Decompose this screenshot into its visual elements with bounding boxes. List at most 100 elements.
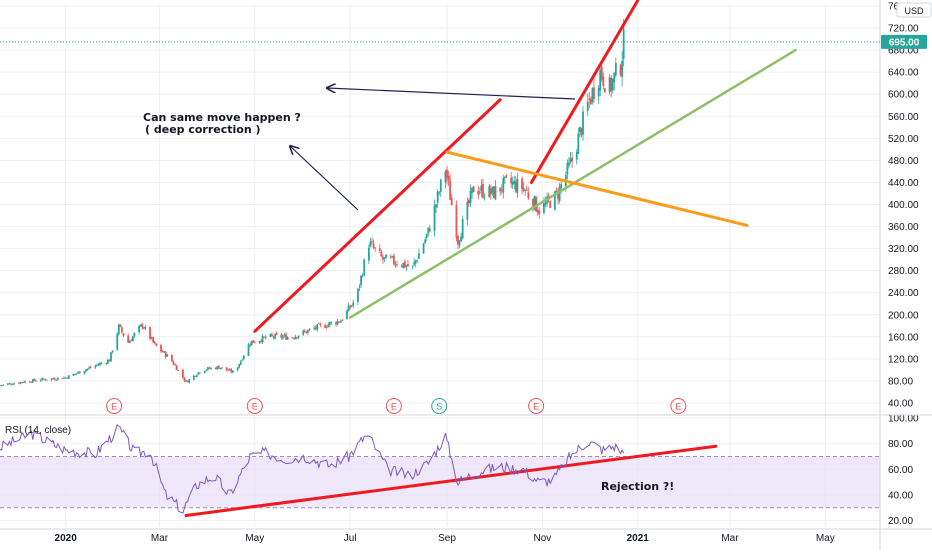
candle (116, 332, 119, 351)
candle (280, 333, 283, 340)
candle (307, 329, 309, 335)
candle (330, 321, 333, 325)
candle (110, 352, 112, 363)
candle (263, 336, 266, 338)
candle (286, 336, 289, 341)
y-tick-label: 360.00 (888, 222, 919, 233)
candle (569, 152, 572, 164)
candle (28, 380, 31, 383)
rsi-y-tick-label: 40.00 (888, 490, 913, 501)
candle (88, 366, 90, 370)
event-marker-label: E (252, 402, 258, 412)
candle (89, 365, 92, 369)
candle (242, 355, 245, 361)
candle (604, 87, 606, 93)
split-event-marker[interactable]: S (431, 398, 448, 414)
candle (55, 379, 58, 381)
y-tick-label: 600.00 (888, 90, 919, 101)
candle (127, 333, 130, 343)
candle (363, 258, 366, 277)
candle (282, 334, 284, 340)
candle (119, 324, 122, 328)
last-price-badge: 695.00 (889, 37, 920, 48)
earnings-event-marker[interactable]: E (528, 398, 545, 414)
candle (197, 372, 200, 376)
candle (247, 342, 250, 357)
candle (468, 198, 470, 207)
candle (516, 172, 519, 198)
trend-orange-line[interactable] (445, 150, 749, 227)
candle (238, 364, 241, 369)
candle (206, 366, 209, 371)
candle (338, 321, 341, 323)
trend-red-rsi-line[interactable] (184, 444, 718, 517)
event-marker-label: S (436, 402, 442, 412)
candle (39, 379, 42, 382)
y-tick-label: 480.00 (888, 156, 919, 167)
candle (449, 174, 452, 200)
candle (166, 353, 169, 357)
candle (316, 324, 319, 332)
candle (582, 106, 584, 141)
candle (532, 198, 534, 212)
candle (74, 373, 76, 376)
candle (130, 338, 133, 342)
trend-red-line[interactable] (529, 0, 640, 184)
earnings-event-marker[interactable]: E (670, 398, 687, 414)
last-price-badge-box (881, 34, 927, 49)
earnings-event-marker[interactable]: E (385, 398, 402, 414)
y-tick-label: 680.00 (888, 46, 919, 57)
candle (599, 67, 602, 97)
candle (535, 195, 538, 212)
candle (302, 329, 305, 336)
candle (171, 354, 173, 362)
candle (41, 377, 44, 381)
earnings-event-marker[interactable]: E (246, 398, 263, 414)
event-marker-label: E (533, 402, 539, 412)
candle (45, 379, 48, 381)
candle (336, 318, 339, 326)
trend-red-line[interactable] (253, 98, 502, 333)
candle (164, 350, 167, 359)
currency-badge-box[interactable] (896, 2, 932, 18)
candle (446, 165, 448, 185)
arrow-to-left (327, 88, 576, 100)
candle (580, 127, 583, 138)
candle (488, 183, 491, 198)
candle (296, 337, 298, 340)
candle (455, 200, 458, 242)
candle (417, 248, 420, 259)
candle (614, 57, 617, 78)
candle (328, 321, 331, 328)
candle (208, 366, 211, 370)
candle (339, 319, 342, 323)
candle (403, 259, 406, 269)
candle (192, 374, 195, 381)
candle (205, 369, 208, 372)
candle (172, 360, 175, 365)
candle (264, 335, 267, 340)
candle (314, 325, 317, 331)
candle (513, 175, 516, 190)
candle (319, 322, 322, 328)
candle (491, 186, 494, 196)
y-tick-label: 520.00 (888, 134, 919, 145)
candle (538, 207, 541, 220)
candle (6, 383, 9, 386)
earnings-event-marker[interactable]: E (106, 398, 123, 414)
candle (510, 171, 513, 189)
candle (411, 265, 414, 270)
candle (56, 377, 59, 381)
candle (588, 92, 591, 109)
y-tick-label: 120.00 (888, 354, 919, 365)
candle (183, 377, 186, 383)
candle (500, 184, 503, 195)
candle (203, 370, 206, 374)
candle (210, 367, 212, 371)
arrow-up-left (290, 146, 359, 211)
candle (478, 187, 481, 195)
candle (272, 335, 275, 340)
